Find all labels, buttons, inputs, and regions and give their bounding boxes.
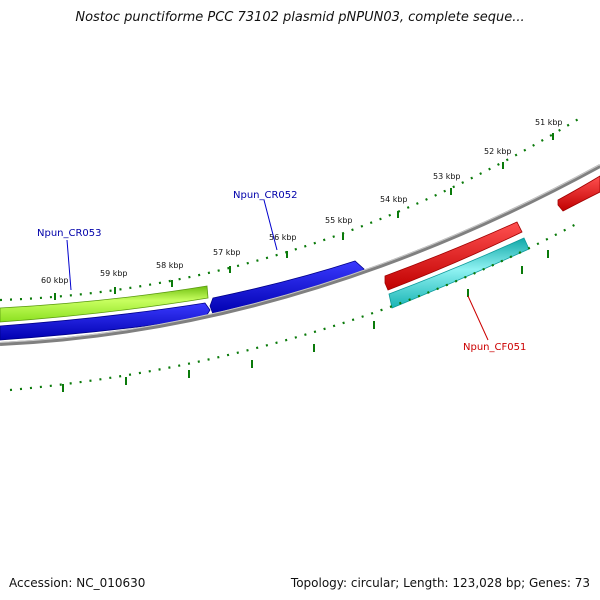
inner-tick-ring <box>9 221 581 392</box>
map-title: Nostoc punctiforme PCC 73102 plasmid pNP… <box>75 10 525 25</box>
tick-label: 59 kbp <box>100 269 128 278</box>
topology-summary: Topology: circular; Length: 123,028 bp; … <box>290 576 590 590</box>
tick-label: 60 kbp <box>41 276 69 285</box>
gene-label-npun-cr052[interactable]: Npun_CR052 <box>233 190 298 201</box>
gene-forward-red-arc[interactable] <box>384 221 523 291</box>
tick-labels: 60 kbp 59 kbp 58 kbp 57 kbp 56 kbp 55 kb… <box>41 118 563 285</box>
leader-npun-cr053 <box>66 239 72 291</box>
gene-npun-cr053-arc[interactable] <box>0 285 209 323</box>
gene-label-npun-cf051[interactable]: Npun_CF051 <box>463 342 526 353</box>
tick-label: 54 kbp <box>380 195 408 204</box>
gene-npun-cr052-arc[interactable] <box>209 260 365 315</box>
gene-reverse-left-arc[interactable] <box>0 302 211 341</box>
gene-label-npun-cr053[interactable]: Npun_CR053 <box>37 228 102 239</box>
tick-label: 55 kbp <box>325 216 353 225</box>
tick-label: 53 kbp <box>433 172 461 181</box>
tick-label: 51 kbp <box>535 118 563 127</box>
accession-label: Accession: NC_010630 <box>9 576 146 590</box>
leader-npun-cr052 <box>263 199 278 251</box>
gene-forward-red-edge-arc[interactable] <box>557 175 600 212</box>
tick-label: 58 kbp <box>156 261 184 270</box>
tick-label: 57 kbp <box>213 248 241 257</box>
leader-npun-cf051 <box>467 295 489 341</box>
tick-label: 56 kbp <box>269 233 297 242</box>
outer-tick-ring <box>0 117 581 302</box>
tick-label: 52 kbp <box>484 147 512 156</box>
plasmid-backbone <box>0 164 600 346</box>
